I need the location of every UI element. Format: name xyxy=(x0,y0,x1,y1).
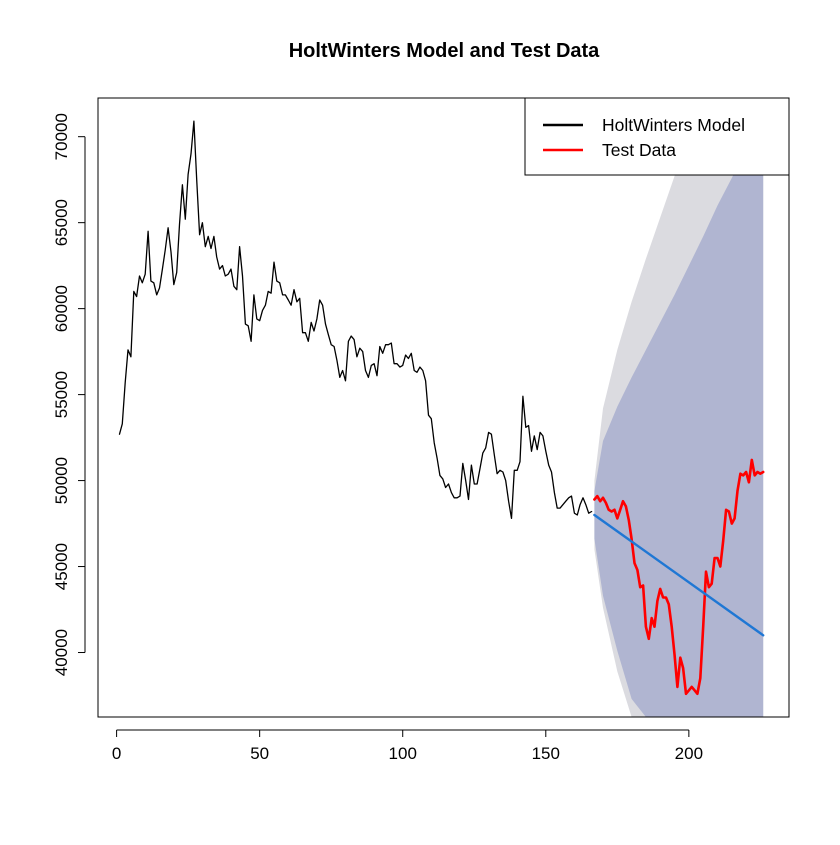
y-tick-label: 45000 xyxy=(52,543,71,590)
y-tick-label: 50000 xyxy=(52,457,71,504)
y-tick-label: 65000 xyxy=(52,199,71,246)
series-line-forecast xyxy=(593,513,765,637)
forecast-bands xyxy=(594,98,764,717)
chart-title: HoltWinters Model and Test Data xyxy=(289,40,600,62)
x-tick-label: 0 xyxy=(112,744,121,763)
x-tick-label: 50 xyxy=(250,744,269,763)
x-tick-label: 100 xyxy=(389,744,417,763)
series-line-test xyxy=(593,458,765,696)
legend-label: Test Data xyxy=(602,140,676,160)
axes: 0 50 100 150 200 40000 45000 50000 55000 60000 650… xyxy=(52,113,703,763)
y-tick-label: 40000 xyxy=(52,629,71,676)
y-tick-label: 55000 xyxy=(52,371,71,418)
legend: HoltWinters Model Test Data xyxy=(524,97,790,176)
y-tick-label: 70000 xyxy=(52,113,71,160)
legend-label: HoltWinters Model xyxy=(602,115,745,135)
plot-frame xyxy=(97,97,790,718)
y-tick-label: 60000 xyxy=(52,285,71,332)
x-tick-label: 200 xyxy=(675,744,703,763)
series-lines xyxy=(118,120,765,696)
legend-box xyxy=(524,97,790,176)
series-line-model xyxy=(118,120,593,520)
x-tick-label: 150 xyxy=(532,744,560,763)
